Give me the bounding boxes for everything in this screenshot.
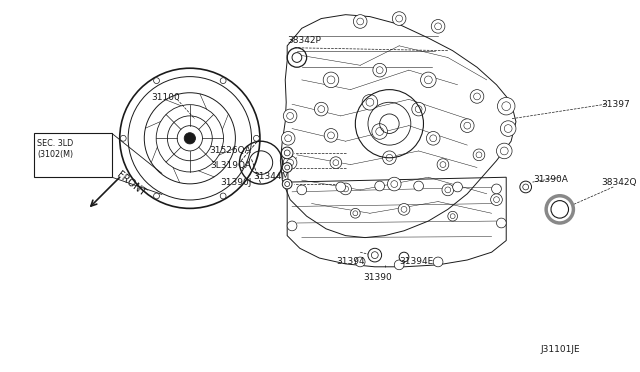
Text: 31344M: 31344M: [253, 172, 289, 181]
Text: J31101JE: J31101JE: [540, 345, 580, 354]
Circle shape: [412, 102, 426, 116]
Text: 31394: 31394: [336, 257, 365, 266]
Circle shape: [284, 156, 297, 170]
Circle shape: [375, 181, 385, 191]
Circle shape: [314, 102, 328, 116]
Circle shape: [492, 184, 501, 194]
Text: 38342Q: 38342Q: [602, 177, 637, 187]
Circle shape: [282, 179, 292, 189]
Text: (3102(M): (3102(M): [37, 150, 73, 159]
Circle shape: [497, 97, 515, 115]
Circle shape: [324, 129, 338, 142]
Circle shape: [392, 12, 406, 25]
Text: SEC. 3LD: SEC. 3LD: [37, 139, 73, 148]
Circle shape: [497, 143, 512, 159]
Circle shape: [431, 20, 445, 33]
Circle shape: [500, 121, 516, 137]
Circle shape: [340, 183, 351, 195]
Circle shape: [287, 221, 297, 231]
Circle shape: [284, 109, 297, 123]
Text: 31390: 31390: [364, 273, 392, 282]
Circle shape: [282, 163, 292, 172]
Circle shape: [433, 257, 443, 267]
Circle shape: [353, 15, 367, 28]
Circle shape: [282, 131, 295, 145]
Text: 31397: 31397: [602, 100, 630, 109]
Text: 31390A: 31390A: [534, 175, 568, 184]
Circle shape: [330, 157, 342, 169]
Circle shape: [460, 119, 474, 132]
Text: 31100: 31100: [151, 93, 180, 102]
Circle shape: [448, 211, 458, 221]
Circle shape: [323, 72, 339, 88]
Circle shape: [154, 193, 159, 199]
Circle shape: [362, 94, 378, 110]
Circle shape: [520, 181, 532, 193]
Text: 38342P: 38342P: [287, 36, 321, 45]
Circle shape: [413, 181, 424, 191]
Circle shape: [497, 218, 506, 228]
Circle shape: [336, 182, 346, 192]
Circle shape: [470, 90, 484, 103]
Circle shape: [398, 203, 410, 215]
Circle shape: [383, 151, 396, 164]
Circle shape: [394, 260, 404, 270]
Circle shape: [473, 149, 485, 161]
Circle shape: [220, 78, 226, 84]
Text: 31394E: 31394E: [399, 257, 433, 266]
Circle shape: [220, 193, 226, 199]
Circle shape: [184, 133, 195, 144]
Text: 3L319QA: 3L319QA: [210, 161, 251, 170]
Circle shape: [442, 184, 454, 196]
Circle shape: [420, 72, 436, 88]
Circle shape: [387, 177, 401, 191]
Bar: [34, 134, 112, 177]
Circle shape: [373, 63, 387, 77]
Text: 31390J: 31390J: [220, 177, 251, 187]
Circle shape: [355, 257, 365, 267]
Circle shape: [452, 182, 463, 192]
Circle shape: [253, 135, 259, 141]
Text: FRONT: FRONT: [115, 170, 147, 198]
Circle shape: [154, 78, 159, 84]
Circle shape: [368, 248, 381, 262]
Circle shape: [120, 135, 126, 141]
Circle shape: [351, 208, 360, 218]
Text: 31526QA: 31526QA: [209, 147, 251, 155]
Circle shape: [426, 131, 440, 145]
Circle shape: [297, 185, 307, 195]
Circle shape: [491, 194, 502, 205]
Circle shape: [282, 147, 293, 159]
Circle shape: [437, 159, 449, 170]
Circle shape: [372, 124, 387, 139]
Circle shape: [399, 252, 409, 262]
